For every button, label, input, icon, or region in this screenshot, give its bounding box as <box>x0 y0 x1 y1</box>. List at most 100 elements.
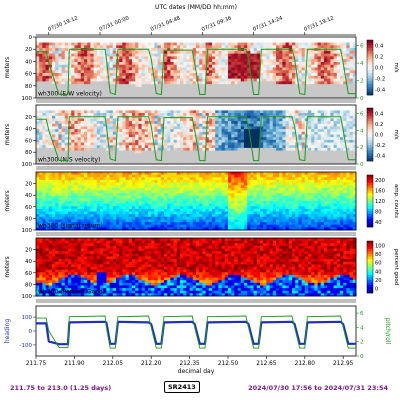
heatmap-cell <box>320 64 325 68</box>
heatmap-cell <box>244 137 248 141</box>
heatmap-cell <box>119 150 123 154</box>
heatmap-cell <box>103 155 107 160</box>
heatmap-cell <box>68 89 72 93</box>
heatmap-cell <box>218 89 222 93</box>
heatmap-cell <box>288 147 293 151</box>
heatmap-cell <box>157 177 162 181</box>
heatmap-cell <box>218 56 222 60</box>
heatmap-cell <box>100 129 104 133</box>
heatmap-cell <box>64 142 69 146</box>
heatmap-cell <box>221 161 226 165</box>
heatmap-cell <box>237 126 242 130</box>
heatmap-cell <box>55 155 59 160</box>
heatmap-cell <box>212 73 216 77</box>
heatmap-cell <box>333 129 338 133</box>
heatmap-cell <box>199 118 203 122</box>
heatmap-cell <box>205 137 210 141</box>
heatmap-cell <box>144 134 149 138</box>
heatmap-cell <box>64 172 69 176</box>
heatmap-cell <box>327 131 331 135</box>
heatmap-cell <box>314 121 318 125</box>
heatmap-cell <box>128 53 133 57</box>
heatmap-cell <box>352 73 357 77</box>
heatmap-cell <box>128 50 133 55</box>
heatmap-cell <box>119 45 123 49</box>
heatmap-cell <box>128 64 133 68</box>
heatmap-cell <box>125 89 130 93</box>
heatmap-cell <box>93 84 98 88</box>
heatmap-cell <box>45 42 50 46</box>
heatmap-cell <box>282 153 286 157</box>
heatmap-cell <box>314 86 318 91</box>
heatmap-cell <box>324 56 328 60</box>
heatmap-cell <box>164 45 168 49</box>
heatmap-cell <box>192 113 197 117</box>
heatmap-cell <box>298 48 302 52</box>
heatmap-cell <box>336 75 341 79</box>
heatmap-cell <box>84 89 88 93</box>
heatmap-cell <box>64 113 69 117</box>
heatmap-cell <box>349 134 354 138</box>
heatmap-cell <box>247 139 251 143</box>
heatmap-cell <box>112 137 117 141</box>
heatmap-cell <box>122 145 126 149</box>
heatmap-cell <box>263 61 267 66</box>
heatmap-cell <box>343 45 347 49</box>
heatmap-cell <box>48 161 53 165</box>
heatmap-cell <box>84 118 88 122</box>
heatmap-cell <box>212 118 216 122</box>
heatmap-cell <box>208 86 213 91</box>
heatmap-cell <box>119 179 123 183</box>
heatmap-cell <box>80 42 85 46</box>
heatmap-cell <box>141 158 146 162</box>
heatmap-cell <box>141 123 146 127</box>
heatmap-cell <box>276 158 280 162</box>
heatmap-cell <box>93 198 98 202</box>
heatmap-cell <box>55 53 59 57</box>
heatmap-cell <box>266 126 270 130</box>
heatmap-cell <box>314 89 318 93</box>
heatmap-cell <box>298 84 302 88</box>
heatmap-cell <box>45 59 50 63</box>
heatmap-cell <box>237 113 242 117</box>
heatmap-cell <box>52 56 56 60</box>
heatmap-cell <box>93 89 98 93</box>
heatmap-cell <box>42 64 46 68</box>
heatmap-cell <box>138 193 142 197</box>
heatmap-cell <box>90 172 94 176</box>
heatmap-cell <box>263 42 267 46</box>
heatmap-cell <box>269 139 274 143</box>
heatmap-cell <box>148 139 152 143</box>
heatmap-cell <box>208 75 213 79</box>
heatmap-cell <box>52 201 56 205</box>
heatmap-cell <box>48 121 53 125</box>
heatmap-cell <box>272 126 277 130</box>
heatmap-cell <box>100 214 104 218</box>
heatmap-cell <box>327 145 331 149</box>
heatmap-cell <box>148 61 152 66</box>
heatmap-cell <box>352 75 357 79</box>
heatmap-cell <box>109 59 114 63</box>
heatmap-cell <box>349 118 354 122</box>
heatmap-cell <box>74 172 78 176</box>
heatmap-cell <box>272 150 277 154</box>
heatmap-cell <box>106 131 110 135</box>
heatmap-cell <box>224 161 229 165</box>
heatmap-cell <box>52 174 56 178</box>
heatmap-cell <box>77 227 82 231</box>
heatmap-cell <box>96 227 101 231</box>
heatmap-cell <box>157 145 162 149</box>
heatmap-cell <box>244 95 248 99</box>
heatmap-cell <box>170 142 174 146</box>
heatmap-cell <box>308 139 312 143</box>
heatmap-cell <box>116 67 120 71</box>
heatmap-cell <box>212 158 216 162</box>
heatmap-cell <box>202 42 206 46</box>
heatmap-cell <box>141 203 146 207</box>
heatmap-cell <box>125 161 130 165</box>
heatmap-cell <box>48 84 53 88</box>
heatmap-cell <box>282 59 286 63</box>
heatmap-cell <box>327 137 331 141</box>
heatmap-cell <box>352 48 357 52</box>
heatmap-cell <box>199 81 203 85</box>
